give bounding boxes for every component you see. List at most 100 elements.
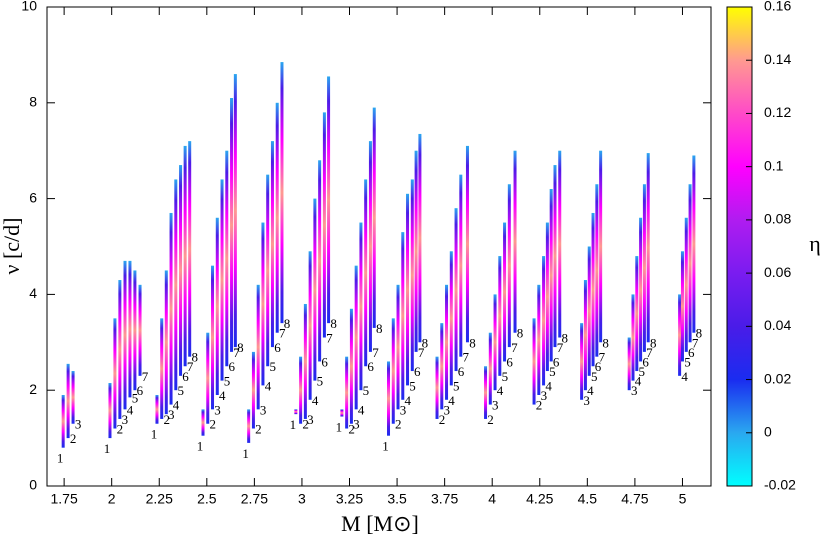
frequency-range (169, 212, 173, 405)
x-tick-label: 2.75 (241, 491, 268, 507)
y-tick-label: 0 (29, 477, 37, 493)
mode-label: 8 (469, 335, 476, 350)
x-tick-label: 3.75 (431, 491, 458, 507)
frequency-range (631, 294, 635, 381)
frequency-range (138, 284, 142, 376)
frequency-range (580, 323, 584, 400)
mode-label: 3 (168, 407, 175, 422)
mode-label: 3 (307, 412, 314, 427)
mode-label: 3 (492, 398, 499, 413)
mode-label: 8 (422, 335, 429, 350)
frequency-range (108, 383, 112, 439)
x-tick-label: 3 (298, 491, 306, 507)
frequency-range (188, 141, 192, 357)
mode-label: 5 (363, 383, 370, 398)
frequency-range (225, 150, 229, 367)
colorbar-tick-label: 0.14 (764, 51, 791, 67)
mode-label: 1 (197, 439, 204, 454)
frequency-range (549, 189, 553, 362)
mode-label: 7 (187, 359, 194, 374)
colorbar-tick-label: 0.12 (764, 104, 791, 120)
frequency-range (220, 179, 224, 381)
mode-label: 4 (405, 393, 412, 408)
frequency-range (294, 409, 298, 415)
frequency-range (459, 174, 463, 357)
frequency-range (498, 256, 502, 376)
frequency-range (322, 112, 326, 338)
mode-label: 4 (127, 402, 134, 417)
mode-label: 2 (163, 412, 170, 427)
frequency-range (692, 155, 696, 333)
frequency-range (595, 184, 599, 357)
mode-label: 7 (599, 350, 606, 365)
x-axis-title: M [M⊙] (341, 511, 419, 536)
y-tick-label: 2 (29, 381, 37, 397)
mode-label: 3 (353, 417, 360, 432)
mode-label: 6 (553, 354, 560, 369)
frequency-range (599, 150, 603, 343)
frequency-range (303, 303, 307, 419)
mode-label: 4 (681, 369, 688, 384)
mode-label: 2 (117, 422, 124, 437)
mode-label: 6 (229, 359, 236, 374)
colorbar-tick-label: -0.02 (764, 477, 796, 493)
mode-label: 4 (448, 393, 455, 408)
frequency-range (372, 107, 376, 328)
mode-label: 8 (191, 350, 198, 365)
frequency-range (71, 371, 75, 424)
mode-label: 3 (260, 402, 267, 417)
plot-frame (46, 6, 712, 487)
frequency-range (537, 284, 541, 395)
frequency-range (493, 294, 497, 391)
mode-label: 5 (132, 390, 139, 405)
mode-label: 7 (142, 369, 149, 384)
mode-label: 1 (242, 446, 249, 461)
frequency-range (583, 280, 587, 391)
frequency-range (445, 284, 449, 400)
x-tick-label: 1.75 (50, 491, 77, 507)
mode-label: 4 (312, 393, 319, 408)
frequency-range (275, 102, 279, 333)
frequency-range (488, 332, 492, 405)
x-tick-label: 4.5 (578, 491, 598, 507)
mode-label: 3 (444, 402, 451, 417)
mode-label: 6 (321, 354, 328, 369)
frequency-range (680, 251, 684, 362)
frequency-range (133, 270, 137, 391)
x-tick-label: 2.5 (197, 491, 217, 507)
frequency-range (354, 265, 358, 410)
frequency-range (639, 217, 643, 362)
mode-label: 5 (269, 359, 276, 374)
frequency-range (299, 356, 303, 424)
mode-label: 3 (400, 402, 407, 417)
frequency-range (642, 184, 646, 352)
mode-label: 5 (453, 378, 460, 393)
frequency-range (280, 62, 284, 324)
frequency-range (684, 217, 688, 352)
frequency-range (484, 366, 488, 419)
mode-label: 4 (173, 398, 180, 413)
frequency-range (435, 356, 439, 419)
mode-label: 3 (583, 393, 590, 408)
mode-label: 5 (178, 383, 185, 398)
y-tick-label: 6 (29, 189, 37, 205)
frequency-range (440, 323, 444, 410)
mode-label: 6 (367, 359, 374, 374)
mode-label: 7 (233, 345, 240, 360)
mode-label: 3 (214, 402, 221, 417)
frequency-range (414, 150, 418, 352)
mode-label: 5 (502, 369, 509, 384)
mode-label: 8 (696, 326, 703, 341)
mode-label: 6 (506, 354, 513, 369)
frequency-range (266, 174, 270, 367)
mode-label: 3 (631, 383, 638, 398)
mode-label: 1 (336, 420, 343, 435)
frequency-range (418, 133, 422, 343)
mode-label: 5 (409, 378, 416, 393)
frequency-range (507, 184, 511, 348)
mode-label: 6 (688, 345, 695, 360)
frequency-range (368, 141, 372, 352)
frequency-range (396, 284, 400, 410)
frequency-range (118, 280, 122, 419)
